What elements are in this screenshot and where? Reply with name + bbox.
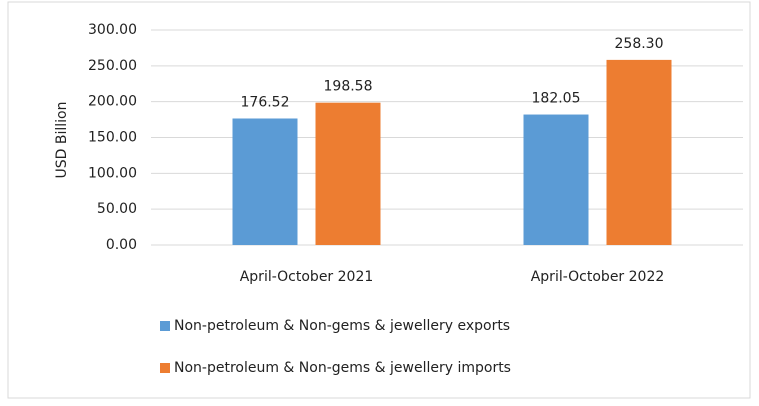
y-tick-label: 0.00 bbox=[106, 237, 137, 253]
data-label: 258.30 bbox=[615, 36, 664, 52]
bar bbox=[606, 59, 672, 246]
y-tick-label: 150.00 bbox=[88, 130, 137, 146]
y-tick-label: 300.00 bbox=[88, 22, 137, 38]
y-tick-label: 250.00 bbox=[88, 58, 137, 74]
bar bbox=[315, 102, 381, 246]
data-label: 176.52 bbox=[241, 94, 290, 110]
bar bbox=[232, 118, 298, 245]
legend-label: Non-petroleum & Non-gems & jewellery exp… bbox=[174, 318, 510, 334]
legend-label: Non-petroleum & Non-gems & jewellery imp… bbox=[174, 360, 511, 376]
y-tick-label: 50.00 bbox=[97, 201, 137, 217]
data-label: 182.05 bbox=[532, 91, 581, 107]
legend-marker bbox=[160, 321, 170, 331]
bar bbox=[523, 114, 589, 246]
y-tick-label: 100.00 bbox=[88, 165, 137, 181]
data-label: 198.58 bbox=[324, 79, 373, 95]
x-tick-label: April-October 2021 bbox=[240, 269, 374, 285]
y-axis-label: USD Billion bbox=[54, 102, 70, 179]
y-tick-label: 200.00 bbox=[88, 94, 137, 110]
legend-marker bbox=[160, 363, 170, 373]
x-tick-label: April-October 2022 bbox=[531, 269, 665, 285]
